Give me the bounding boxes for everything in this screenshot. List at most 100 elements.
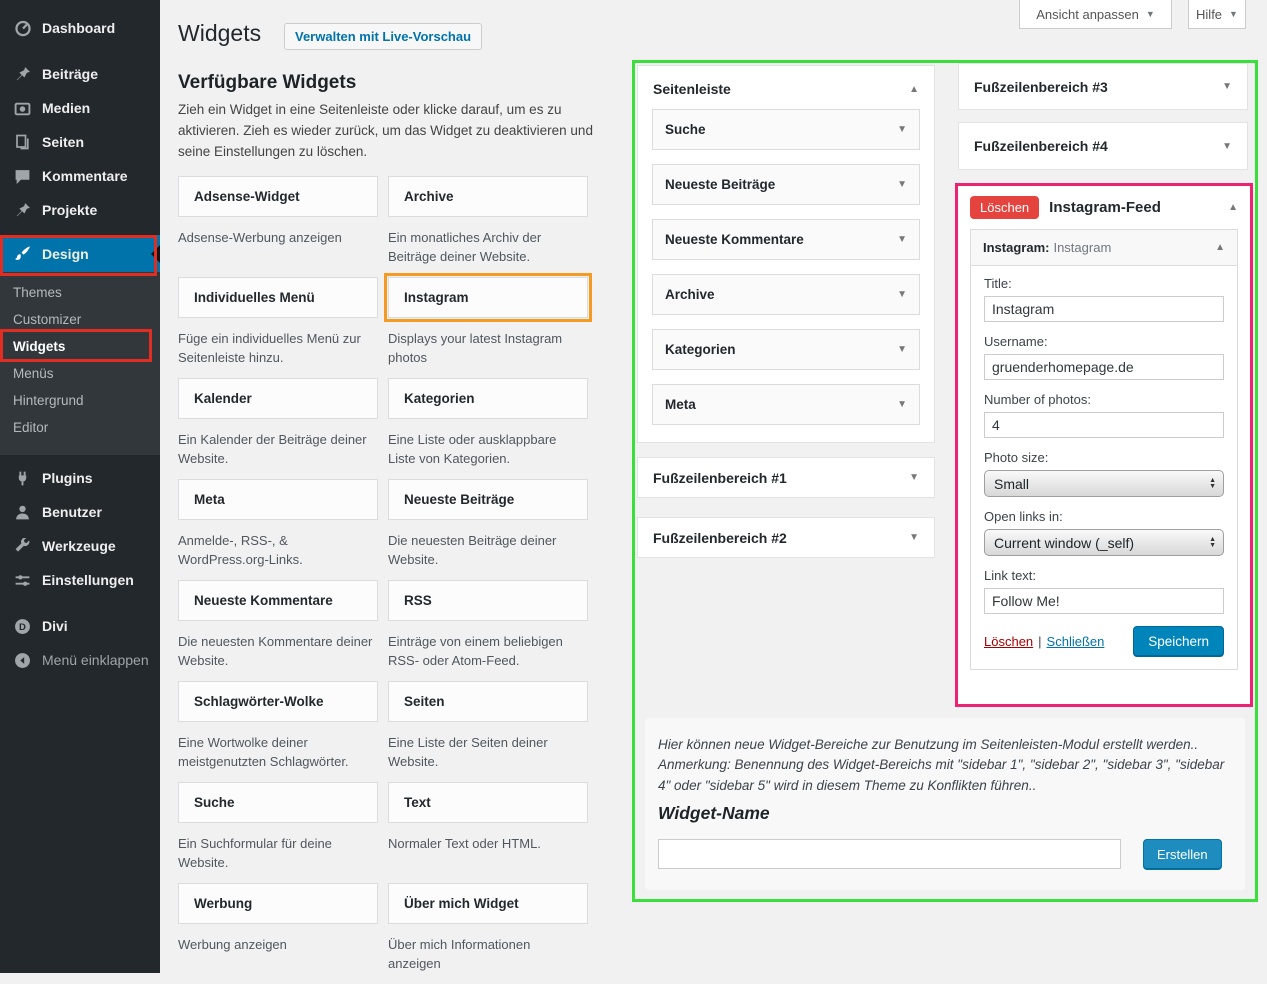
sidebar-area-footer-3[interactable]: Fußzeilenbereich #3 ▼: [958, 63, 1248, 110]
widget-card-meta[interactable]: Meta: [178, 479, 378, 520]
chevron-down-icon[interactable]: ▼: [897, 124, 907, 135]
link-separator: |: [1038, 634, 1042, 649]
photo-size-select[interactable]: Small ▲ ▼: [984, 470, 1224, 497]
manage-with-live-preview-button[interactable]: Verwalten mit Live-Vorschau: [284, 23, 483, 50]
chevron-down-icon[interactable]: ▼: [1222, 81, 1232, 92]
widget-card-werbung[interactable]: Werbung: [178, 883, 378, 924]
widget-card-description: Normaler Text oder HTML.: [388, 836, 541, 851]
sidebar-item-dashboard[interactable]: Dashboard: [0, 11, 160, 45]
widget-card-ueber-mich[interactable]: Über mich Widget: [388, 883, 588, 924]
sidebar-area-footer-1[interactable]: Fußzeilenbereich #1 ▼: [637, 457, 935, 498]
sidebar-item-kommentare[interactable]: Kommentare: [0, 159, 160, 193]
open-links-select[interactable]: Current window (_self) ▲ ▼: [984, 529, 1224, 556]
sidebar-item-menues[interactable]: Menüs: [13, 366, 54, 381]
widget-card-description: Einträge von einem beliebigen RSS- oder …: [388, 634, 563, 668]
sidebar-item-seiten[interactable]: Seiten: [0, 125, 160, 159]
sidebar-area-footer-2[interactable]: Fußzeilenbereich #2 ▼: [637, 517, 935, 558]
chevron-down-icon[interactable]: ▼: [897, 399, 907, 410]
photo-count-input[interactable]: [984, 412, 1224, 438]
sidebar-item-widgets[interactable]: Widgets: [13, 339, 66, 354]
username-input[interactable]: [984, 354, 1224, 380]
title-input[interactable]: [984, 296, 1224, 322]
user-icon: [13, 503, 32, 522]
sidebar-item-hintergrund[interactable]: Hintergrund: [13, 393, 84, 408]
widget-card-description: Anmelde-, RSS-, & WordPress.org-Links.: [178, 533, 303, 567]
annotation-green-box-widget-areas: Seitenleiste ▲ Suche ▼ Neueste Beiträge …: [632, 60, 1258, 902]
sidebar-item-collapse-menu[interactable]: Menü einklappen: [0, 643, 160, 677]
sidebar-item-divi[interactable]: D Divi: [0, 609, 160, 643]
sidebar-item-themes[interactable]: Themes: [13, 285, 62, 300]
widget-card-neueste-beitraege[interactable]: Neueste Beiträge: [388, 479, 588, 520]
instagram-feed-header[interactable]: Löschen Instagram-Feed ▲: [958, 186, 1250, 227]
sidebar-area-seitenleiste: Seitenleiste ▲ Suche ▼ Neueste Beiträge …: [637, 65, 935, 443]
widget-card-seiten[interactable]: Seiten: [388, 681, 588, 722]
seitenleiste-header[interactable]: Seitenleiste ▲: [638, 66, 934, 109]
delete-link[interactable]: Löschen: [984, 634, 1034, 649]
pin-icon: [13, 201, 32, 220]
widget-card: Suche Ein Suchformular für deine Website…: [178, 782, 378, 883]
chevron-down-icon[interactable]: ▼: [897, 234, 907, 245]
sidebar-item-benutzer[interactable]: Benutzer: [0, 495, 160, 529]
widget-card-text[interactable]: Text: [388, 782, 588, 823]
widget-card-kalender[interactable]: Kalender: [178, 378, 378, 419]
widget-card-adsense[interactable]: Adsense-Widget: [178, 176, 378, 217]
sidebar-item-design[interactable]: Design: [0, 235, 160, 272]
widget-card: Individuelles Menü Füge ein individuelle…: [178, 277, 378, 378]
widget-card-kategorien[interactable]: Kategorien: [388, 378, 588, 419]
close-link[interactable]: Schließen: [1046, 634, 1105, 649]
sidebar-item-plugins[interactable]: Plugins: [0, 461, 160, 495]
chevron-up-icon[interactable]: ▲: [909, 83, 919, 95]
sidebar-widget-neueste-beitraege[interactable]: Neueste Beiträge ▼: [652, 164, 920, 205]
settings-icon: [13, 571, 32, 590]
instagram-accordion-header[interactable]: Instagram: Instagram ▲: [971, 230, 1237, 266]
widget-card-individuelles-menue[interactable]: Individuelles Menü: [178, 277, 378, 318]
sidebar-item-customizer[interactable]: Customizer: [13, 312, 82, 327]
chevron-down-icon[interactable]: ▼: [1222, 140, 1232, 152]
sidebar-item-label: Menü einklappen: [42, 652, 149, 668]
sidebar-widget-archive[interactable]: Archive ▼: [652, 274, 920, 315]
sidebar-item-editor[interactable]: Editor: [13, 420, 49, 435]
widget-card-description: Ein Kalender der Beiträge deiner Website…: [178, 432, 367, 466]
widget-card-title: Adsense-Widget: [194, 189, 300, 204]
sidebar-item-beitraege[interactable]: Beiträge: [0, 57, 160, 91]
sidebar-widget-kategorien[interactable]: Kategorien ▼: [652, 329, 920, 370]
sidebar-widget-suche[interactable]: Suche ▼: [652, 109, 920, 150]
screen-options-tab[interactable]: Ansicht anpassen ▼: [1019, 0, 1172, 29]
sidebar-item-projekte[interactable]: Projekte: [0, 193, 160, 227]
sidebar-item-einstellungen[interactable]: Einstellungen: [0, 563, 160, 597]
chevron-up-icon[interactable]: ▲: [1215, 242, 1225, 253]
widget-title: Neueste Beiträge: [665, 177, 776, 192]
delete-widget-button[interactable]: Löschen: [970, 196, 1040, 219]
chevron-up-icon[interactable]: ▲: [1228, 202, 1238, 213]
seitenleiste-title: Seitenleiste: [653, 81, 731, 97]
chevron-down-icon[interactable]: ▼: [897, 179, 907, 190]
save-button[interactable]: Speichern: [1133, 626, 1224, 657]
widget-card-schlagwoerter-wolke[interactable]: Schlagwörter-Wolke: [178, 681, 378, 722]
instagram-feed-title: Instagram-Feed: [1049, 199, 1161, 216]
chevron-down-icon[interactable]: ▼: [909, 532, 919, 543]
chevron-down-icon[interactable]: ▼: [909, 472, 919, 483]
chevron-down-icon[interactable]: ▼: [897, 289, 907, 300]
dashboard-icon: [13, 19, 32, 38]
widget-card-suche[interactable]: Suche: [178, 782, 378, 823]
widget-card-title: RSS: [404, 593, 432, 608]
widget-card-title: Individuelles Menü: [194, 290, 315, 305]
sidebar-widget-meta[interactable]: Meta ▼: [652, 384, 920, 425]
widget-card: Neueste Beiträge Die neuesten Beiträge d…: [388, 479, 588, 580]
create-button[interactable]: Erstellen: [1143, 838, 1222, 870]
chevron-down-icon[interactable]: ▼: [897, 344, 907, 355]
widget-card-archive[interactable]: Archive: [388, 176, 588, 217]
chevron-down-icon: ▼: [1145, 9, 1155, 19]
help-tab[interactable]: Hilfe ▼: [1188, 0, 1246, 29]
widget-card-description: Eine Wortwolke deiner meistgenutzten Sch…: [178, 735, 349, 769]
sidebar-widget-neueste-kommentare[interactable]: Neueste Kommentare ▼: [652, 219, 920, 260]
sidebar-item-medien[interactable]: Medien: [0, 91, 160, 125]
widget-card-instagram[interactable]: Instagram: [388, 277, 588, 318]
widget-card-rss[interactable]: RSS: [388, 580, 588, 621]
widget-card-neueste-kommentare[interactable]: Neueste Kommentare: [178, 580, 378, 621]
sidebar-item-werkzeuge[interactable]: Werkzeuge: [0, 529, 160, 563]
sidebar-area-footer-4[interactable]: Fußzeilenbereich #4 ▼: [958, 122, 1248, 170]
link-text-input[interactable]: [984, 588, 1224, 614]
widget-name-input[interactable]: [658, 838, 1121, 869]
widget-card-description: Die neuesten Beiträge deiner Website.: [388, 533, 557, 567]
